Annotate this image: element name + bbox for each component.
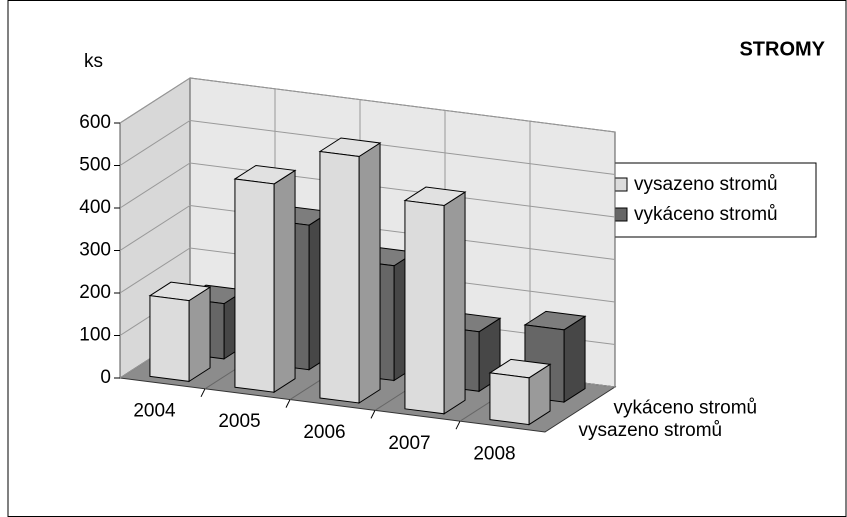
x-tick bbox=[455, 420, 461, 430]
x-tick-label: 2008 bbox=[473, 444, 515, 465]
x-tick-label: 2007 bbox=[388, 433, 430, 454]
bar bbox=[148, 281, 212, 383]
y-tick-label: 400 bbox=[79, 197, 111, 218]
y-tick-label: 500 bbox=[79, 155, 111, 176]
bar-front bbox=[149, 295, 190, 382]
legend-box bbox=[603, 162, 817, 238]
grid-line bbox=[119, 119, 616, 175]
depth-label: vykáceno stromů bbox=[614, 397, 758, 418]
y-tick-label: 300 bbox=[79, 240, 111, 261]
grid-line bbox=[119, 162, 616, 218]
y-tick-label: 600 bbox=[79, 112, 111, 133]
bar-side bbox=[358, 142, 381, 404]
depth-label: vysazeno stromů bbox=[579, 420, 723, 441]
x-tick-label: 2005 bbox=[218, 411, 260, 432]
legend: vysazeno stromů vykáceno stromů bbox=[603, 162, 817, 238]
bar bbox=[233, 164, 297, 394]
bar-side bbox=[443, 191, 466, 415]
grid-line bbox=[119, 77, 616, 133]
x-tick bbox=[285, 399, 291, 408]
y-tick-label: 200 bbox=[79, 282, 111, 303]
bar-front bbox=[234, 178, 275, 393]
bar bbox=[488, 358, 552, 426]
grid-line bbox=[119, 247, 616, 303]
bar-front bbox=[319, 150, 360, 404]
legend-swatch bbox=[613, 177, 628, 192]
bar-side bbox=[273, 169, 296, 394]
grid-line bbox=[119, 204, 616, 260]
bar bbox=[403, 186, 467, 415]
x-tick bbox=[200, 388, 206, 398]
y-axis-label: ks bbox=[84, 51, 103, 72]
legend-label: vysazeno stromů bbox=[634, 174, 778, 195]
bar-side bbox=[563, 315, 586, 403]
bar bbox=[318, 137, 382, 404]
x-tick-label: 2006 bbox=[303, 422, 345, 443]
bar-side bbox=[188, 286, 211, 383]
x-tick bbox=[370, 410, 376, 419]
bar-front bbox=[404, 199, 445, 415]
bar-front bbox=[489, 372, 530, 426]
y-tick-label: 100 bbox=[79, 325, 111, 346]
legend-label: vykáceno stromů bbox=[634, 204, 778, 225]
y-tick-label: 0 bbox=[100, 367, 111, 388]
chart-title: STROMY bbox=[739, 38, 825, 60]
x-tick-label: 2004 bbox=[133, 400, 176, 421]
legend-swatch bbox=[613, 207, 628, 222]
